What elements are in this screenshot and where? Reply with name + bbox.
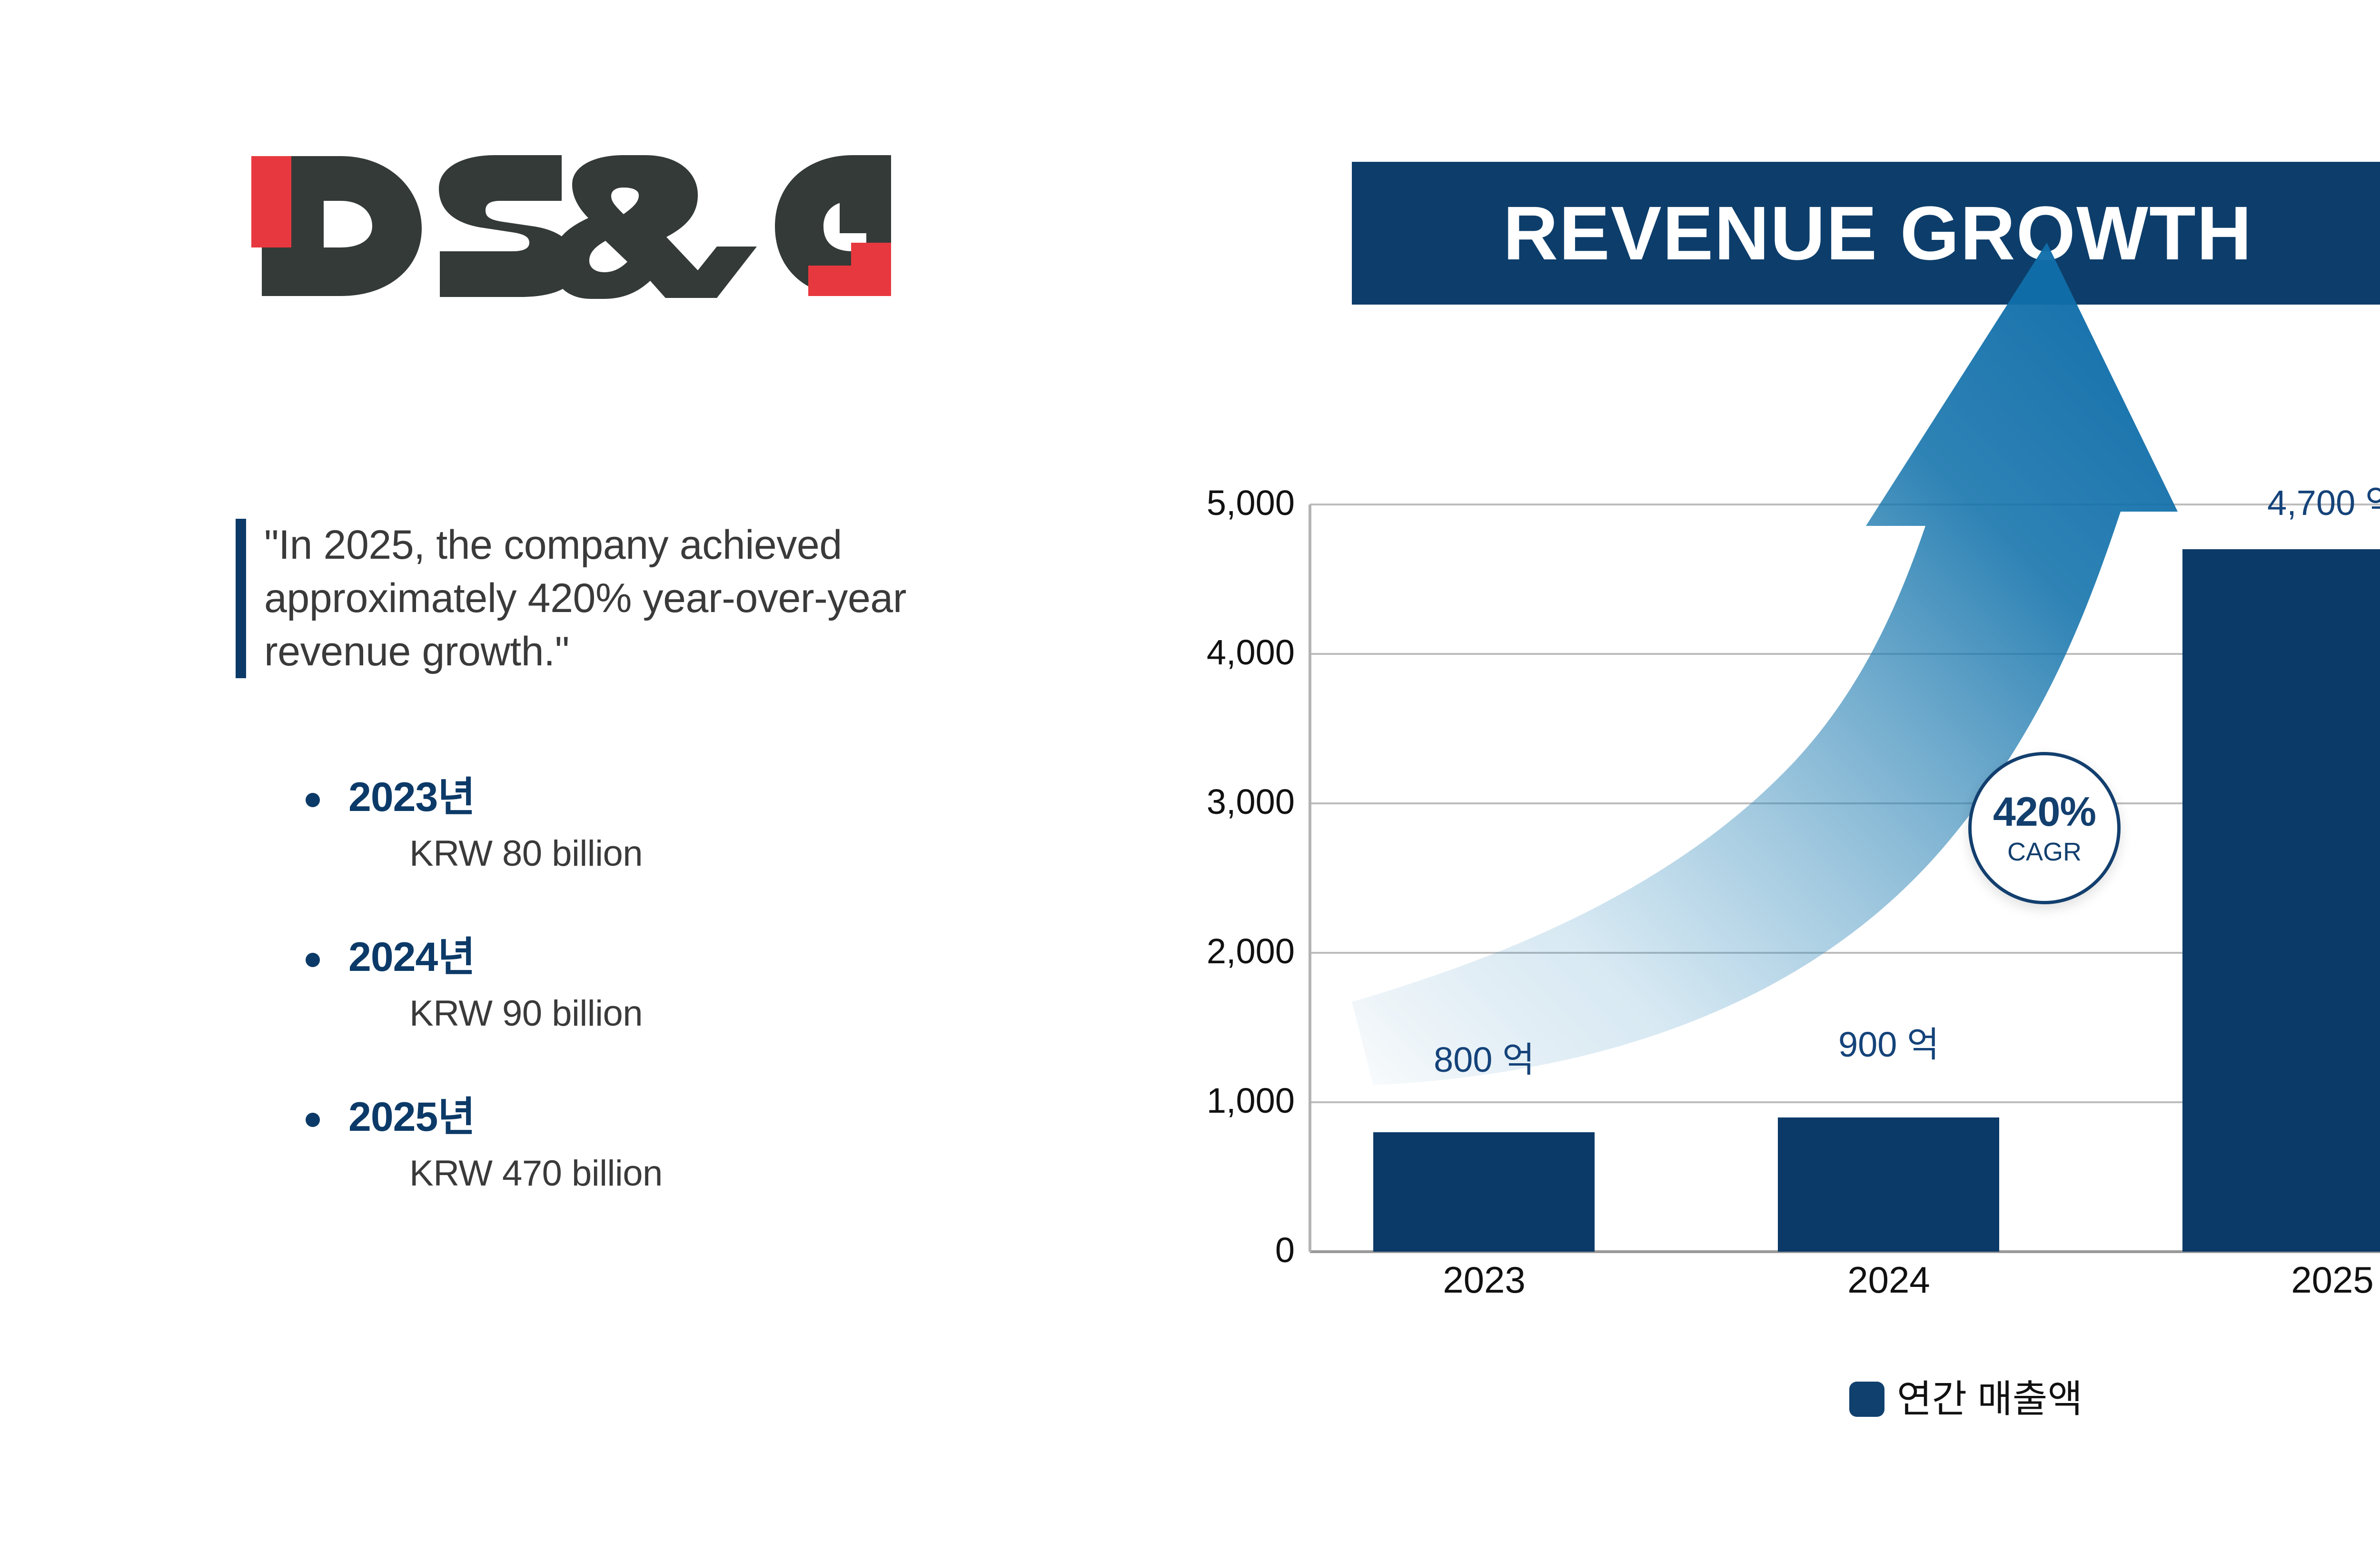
quote-accent-bar — [236, 519, 246, 679]
legend-swatch-icon — [1849, 1382, 1884, 1417]
y-axis-tick: 5,000 — [1206, 483, 1295, 523]
x-axis-tick: 2025 — [2291, 1259, 2374, 1301]
fact-year-label: 2024년 — [348, 934, 475, 980]
y-axis-tick: 4,000 — [1206, 633, 1295, 672]
y-axis-tick: 3,000 — [1206, 782, 1295, 821]
cagr-caption: CAGR — [2007, 838, 2082, 866]
bullet-icon — [306, 953, 320, 968]
page-title-banner: REVENUE GROWTH — [1352, 162, 2380, 305]
bullet-icon — [306, 793, 320, 807]
left-content-column: "In 2025, the company achieved approxima… — [236, 148, 1000, 1193]
chart-legend: 연간 매출액 — [1190, 1380, 2380, 1418]
x-axis-tick: 2024 — [1847, 1259, 1930, 1301]
page-title: REVENUE GROWTH — [1503, 190, 2253, 276]
bar-value-label: 900 억 — [1838, 1025, 1940, 1064]
dsg-logo — [248, 148, 895, 305]
quote-block: "In 2025, the company achieved approxima… — [236, 519, 988, 679]
quote-text: "In 2025, the company achieved approxima… — [264, 522, 907, 674]
fact-year-label: 2025년 — [348, 1094, 475, 1140]
revenue-bar-chart: 5,000 4,000 3,000 2,000 1,000 0 2023 202… — [1190, 0, 2380, 1542]
cagr-badge: 420% CAGR — [1968, 752, 2121, 904]
x-axis-tick: 2023 — [1443, 1259, 1526, 1301]
fact-amount-label: KRW 80 billion — [409, 833, 643, 874]
right-content-column: REVENUE GROWTH — [1190, 0, 2380, 1542]
bullet-icon — [306, 1113, 320, 1127]
y-axis-tick: 1,000 — [1206, 1081, 1295, 1120]
list-item: 2023년 KRW 80 billion — [286, 776, 1000, 873]
bar-value-label: 800 억 — [1433, 1040, 1535, 1079]
legend-label: 연간 매출액 — [1896, 1378, 2083, 1420]
cagr-value: 420% — [1993, 789, 2096, 835]
y-axis-tick: 2,000 — [1206, 931, 1295, 971]
y-axis-tick: 0 — [1275, 1230, 1295, 1270]
list-item: 2024년 KRW 90 billion — [286, 936, 1000, 1033]
fact-amount-label: KRW 470 billion — [409, 1153, 663, 1194]
revenue-facts-list: 2023년 KRW 80 billion 2024년 KRW 90 billio… — [286, 776, 1000, 1193]
fact-year-label: 2023년 — [348, 774, 475, 820]
list-item: 2025년 KRW 470 billion — [286, 1096, 1000, 1193]
bar-value-label: 4,700 억 — [2267, 483, 2380, 523]
fact-amount-label: KRW 90 billion — [409, 993, 643, 1034]
